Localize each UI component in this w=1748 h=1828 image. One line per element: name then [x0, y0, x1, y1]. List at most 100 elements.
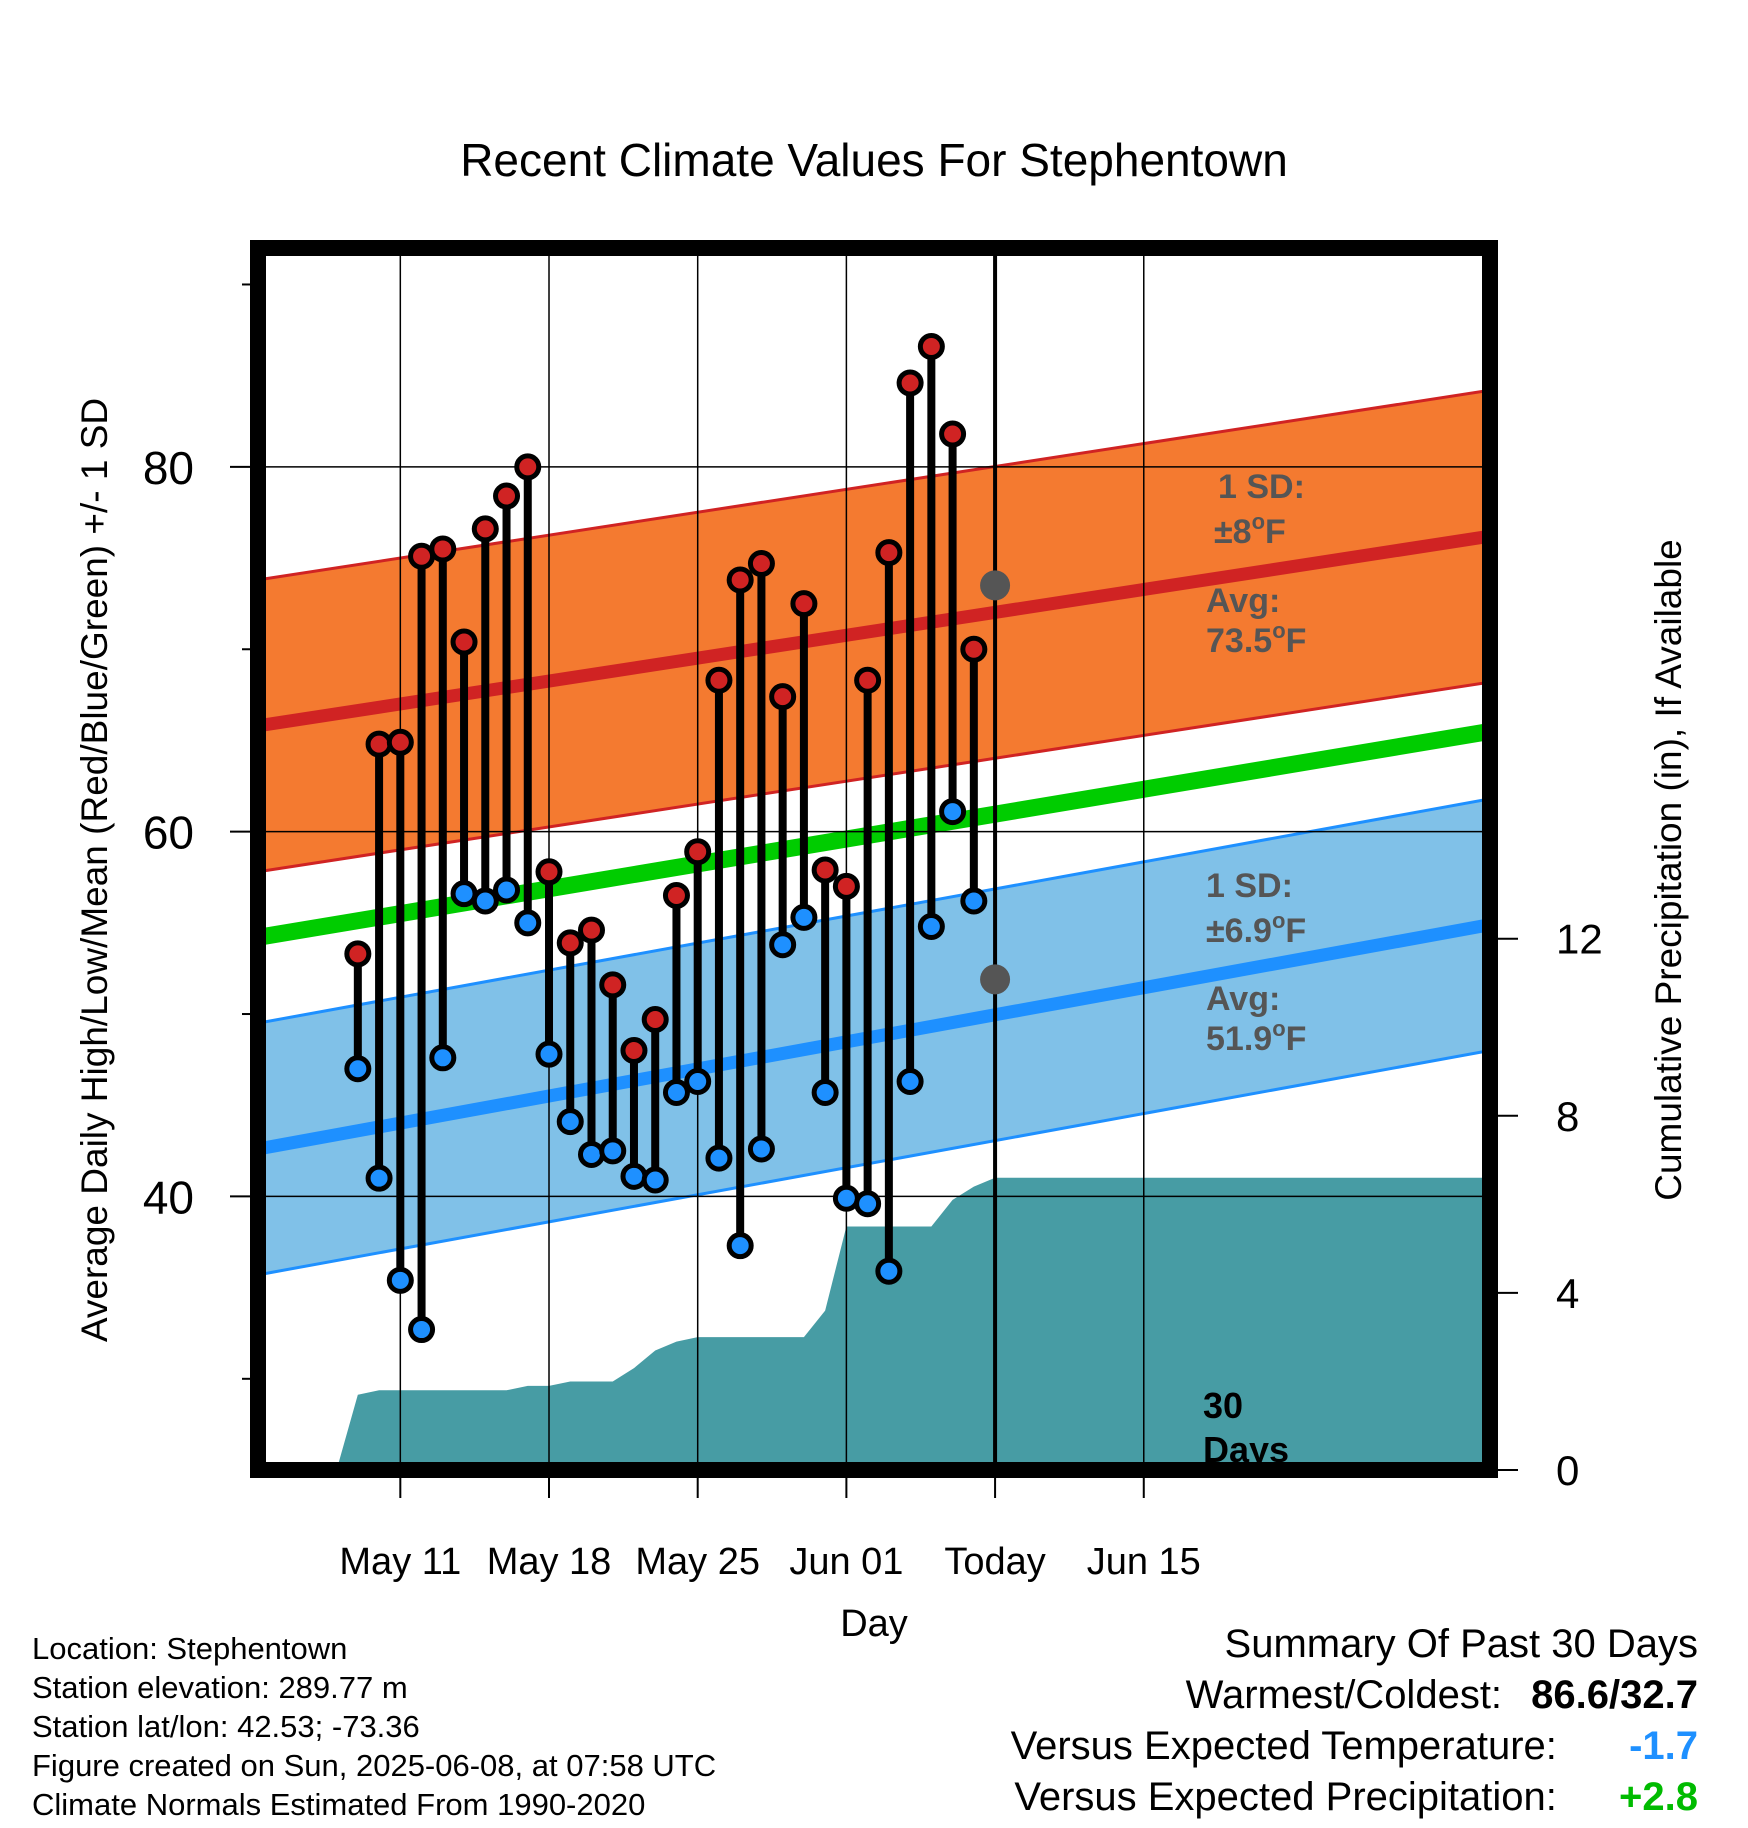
daily-high-point	[365, 730, 393, 758]
daily-low-point	[344, 1055, 372, 1083]
low-avg-label-title: Avg:	[1206, 980, 1280, 1018]
temp-anomaly-label: Versus Expected Temperature:	[1010, 1724, 1557, 1768]
daily-high-point	[429, 535, 457, 563]
daily-low-point	[917, 912, 945, 940]
info-normals: Climate Normals Estimated From 1990-2020	[32, 1787, 646, 1822]
daily-high-point	[514, 453, 542, 481]
low-band-lower-edge	[258, 1049, 1490, 1277]
daily-high-point	[726, 566, 754, 594]
high-avg-label-title: Avg:	[1206, 582, 1280, 620]
x-tick-label: Jun 01	[789, 1541, 903, 1583]
high-band-upper-edge	[258, 388, 1490, 582]
daily-low-point	[960, 887, 988, 915]
days-label-number: 30	[1203, 1385, 1243, 1426]
summary-precip-row: Versus Expected Precipitation: +2.8	[1014, 1777, 1698, 1817]
daily-high-point	[684, 838, 712, 866]
daily-low-point	[514, 909, 542, 937]
low-band-upper-edge	[258, 797, 1490, 1025]
y-axis-label-left: Average Daily High/Low/Mean (Red/Blue/Gr…	[74, 398, 115, 1342]
high-avg-label-value: 73.5oF	[1206, 618, 1306, 660]
daily-low-point	[790, 903, 818, 931]
y-tick-label-left: 40	[143, 1171, 194, 1223]
x-tick-label: May 25	[635, 1541, 760, 1583]
y-tick-label-right: 4	[1556, 1270, 1579, 1317]
daily-low-point	[896, 1068, 924, 1096]
daily-high-point	[450, 628, 478, 656]
summary-warmest-row: Warmest/Coldest: 86.6/32.7	[1186, 1675, 1698, 1715]
low-avg-label-value: 51.9oF	[1206, 1016, 1306, 1058]
daily-low-point	[705, 1144, 733, 1172]
daily-low-point	[408, 1316, 436, 1344]
warmest-coldest-label: Warmest/Coldest:	[1185, 1673, 1503, 1717]
daily-high-point	[769, 683, 797, 711]
daily-high-point	[471, 515, 499, 543]
x-tick-label: Jun 15	[1087, 1541, 1201, 1583]
low-sd-label-title: 1 SD:	[1206, 867, 1293, 905]
y-tick-label-left: 80	[143, 442, 194, 494]
x-tick-label: Today	[944, 1541, 1045, 1583]
precip-anomaly-label: Versus Expected Precipitation:	[1014, 1775, 1557, 1819]
daily-high-point	[747, 550, 775, 578]
daily-high-point	[599, 971, 627, 999]
daily-low-point	[769, 931, 797, 959]
daily-low-point	[726, 1232, 754, 1260]
daily-low-point	[577, 1140, 605, 1168]
low-avg-marker	[980, 964, 1011, 995]
daily-high-point	[705, 666, 733, 694]
daily-low-point	[471, 887, 499, 915]
daily-high-point	[790, 590, 818, 618]
y-axis-label-right: Cumulative Precipitation (in), If Availa…	[1648, 539, 1689, 1201]
daily-high-point	[896, 369, 924, 397]
daily-low-point	[662, 1078, 690, 1106]
daily-high-point	[875, 539, 903, 567]
daily-high-point	[493, 482, 521, 510]
daily-high-point	[832, 872, 860, 900]
high-sd-label-title: 1 SD:	[1218, 468, 1305, 506]
info-latlon: Station lat/lon: 42.53; -73.36	[32, 1709, 420, 1744]
daily-high-point	[939, 420, 967, 448]
daily-high-point	[535, 858, 563, 886]
daily-high-point	[408, 542, 436, 570]
x-tick-label: May 18	[487, 1541, 612, 1583]
precipitation-area	[336, 1177, 1490, 1470]
info-elevation: Station elevation: 289.77 m	[32, 1670, 408, 1705]
daily-low-point	[832, 1184, 860, 1212]
daily-low-point	[450, 880, 478, 908]
warmest-coldest-value: 86.6/32.7	[1531, 1673, 1698, 1717]
temp-anomaly-value: -1.7	[1629, 1724, 1698, 1768]
summary-temp-row: Versus Expected Temperature: -1.7	[1011, 1726, 1698, 1766]
info-created: Figure created on Sun, 2025-06-08, at 07…	[32, 1748, 717, 1783]
daily-low-point	[811, 1078, 839, 1106]
summary-title: Summary Of Past 30 Days	[1224, 1622, 1698, 1666]
daily-high-point	[811, 856, 839, 884]
daily-high-point	[917, 332, 945, 360]
precip-anomaly-value: +2.8	[1619, 1775, 1698, 1819]
daily-high-point	[344, 940, 372, 968]
y-tick-label-right: 8	[1556, 1093, 1579, 1140]
daily-high-point	[577, 916, 605, 944]
daily-high-point	[556, 929, 584, 957]
low-normal-line	[258, 918, 1490, 1156]
high-avg-marker	[980, 570, 1011, 601]
daily-low-point	[620, 1162, 648, 1190]
daily-low-point	[684, 1068, 712, 1096]
daily-low-point	[875, 1257, 903, 1285]
daily-low-point	[854, 1190, 882, 1218]
daily-low-point	[939, 798, 967, 826]
daily-low-point	[556, 1108, 584, 1136]
daily-low-point	[429, 1044, 457, 1072]
daily-high-point	[662, 881, 690, 909]
daily-low-point	[365, 1164, 393, 1192]
info-location: Location: Stephentown	[32, 1631, 348, 1666]
daily-low-point	[747, 1135, 775, 1163]
high-sd-label-value: ±8oF	[1214, 509, 1286, 551]
daily-low-point	[386, 1266, 414, 1294]
x-axis-label: Day	[840, 1603, 908, 1645]
daily-high-point	[854, 666, 882, 694]
daily-high-point	[641, 1006, 669, 1034]
daily-low-point	[641, 1166, 669, 1194]
daily-low-point	[493, 876, 521, 904]
x-tick-label: May 11	[339, 1541, 461, 1583]
daily-low-point	[535, 1040, 563, 1068]
